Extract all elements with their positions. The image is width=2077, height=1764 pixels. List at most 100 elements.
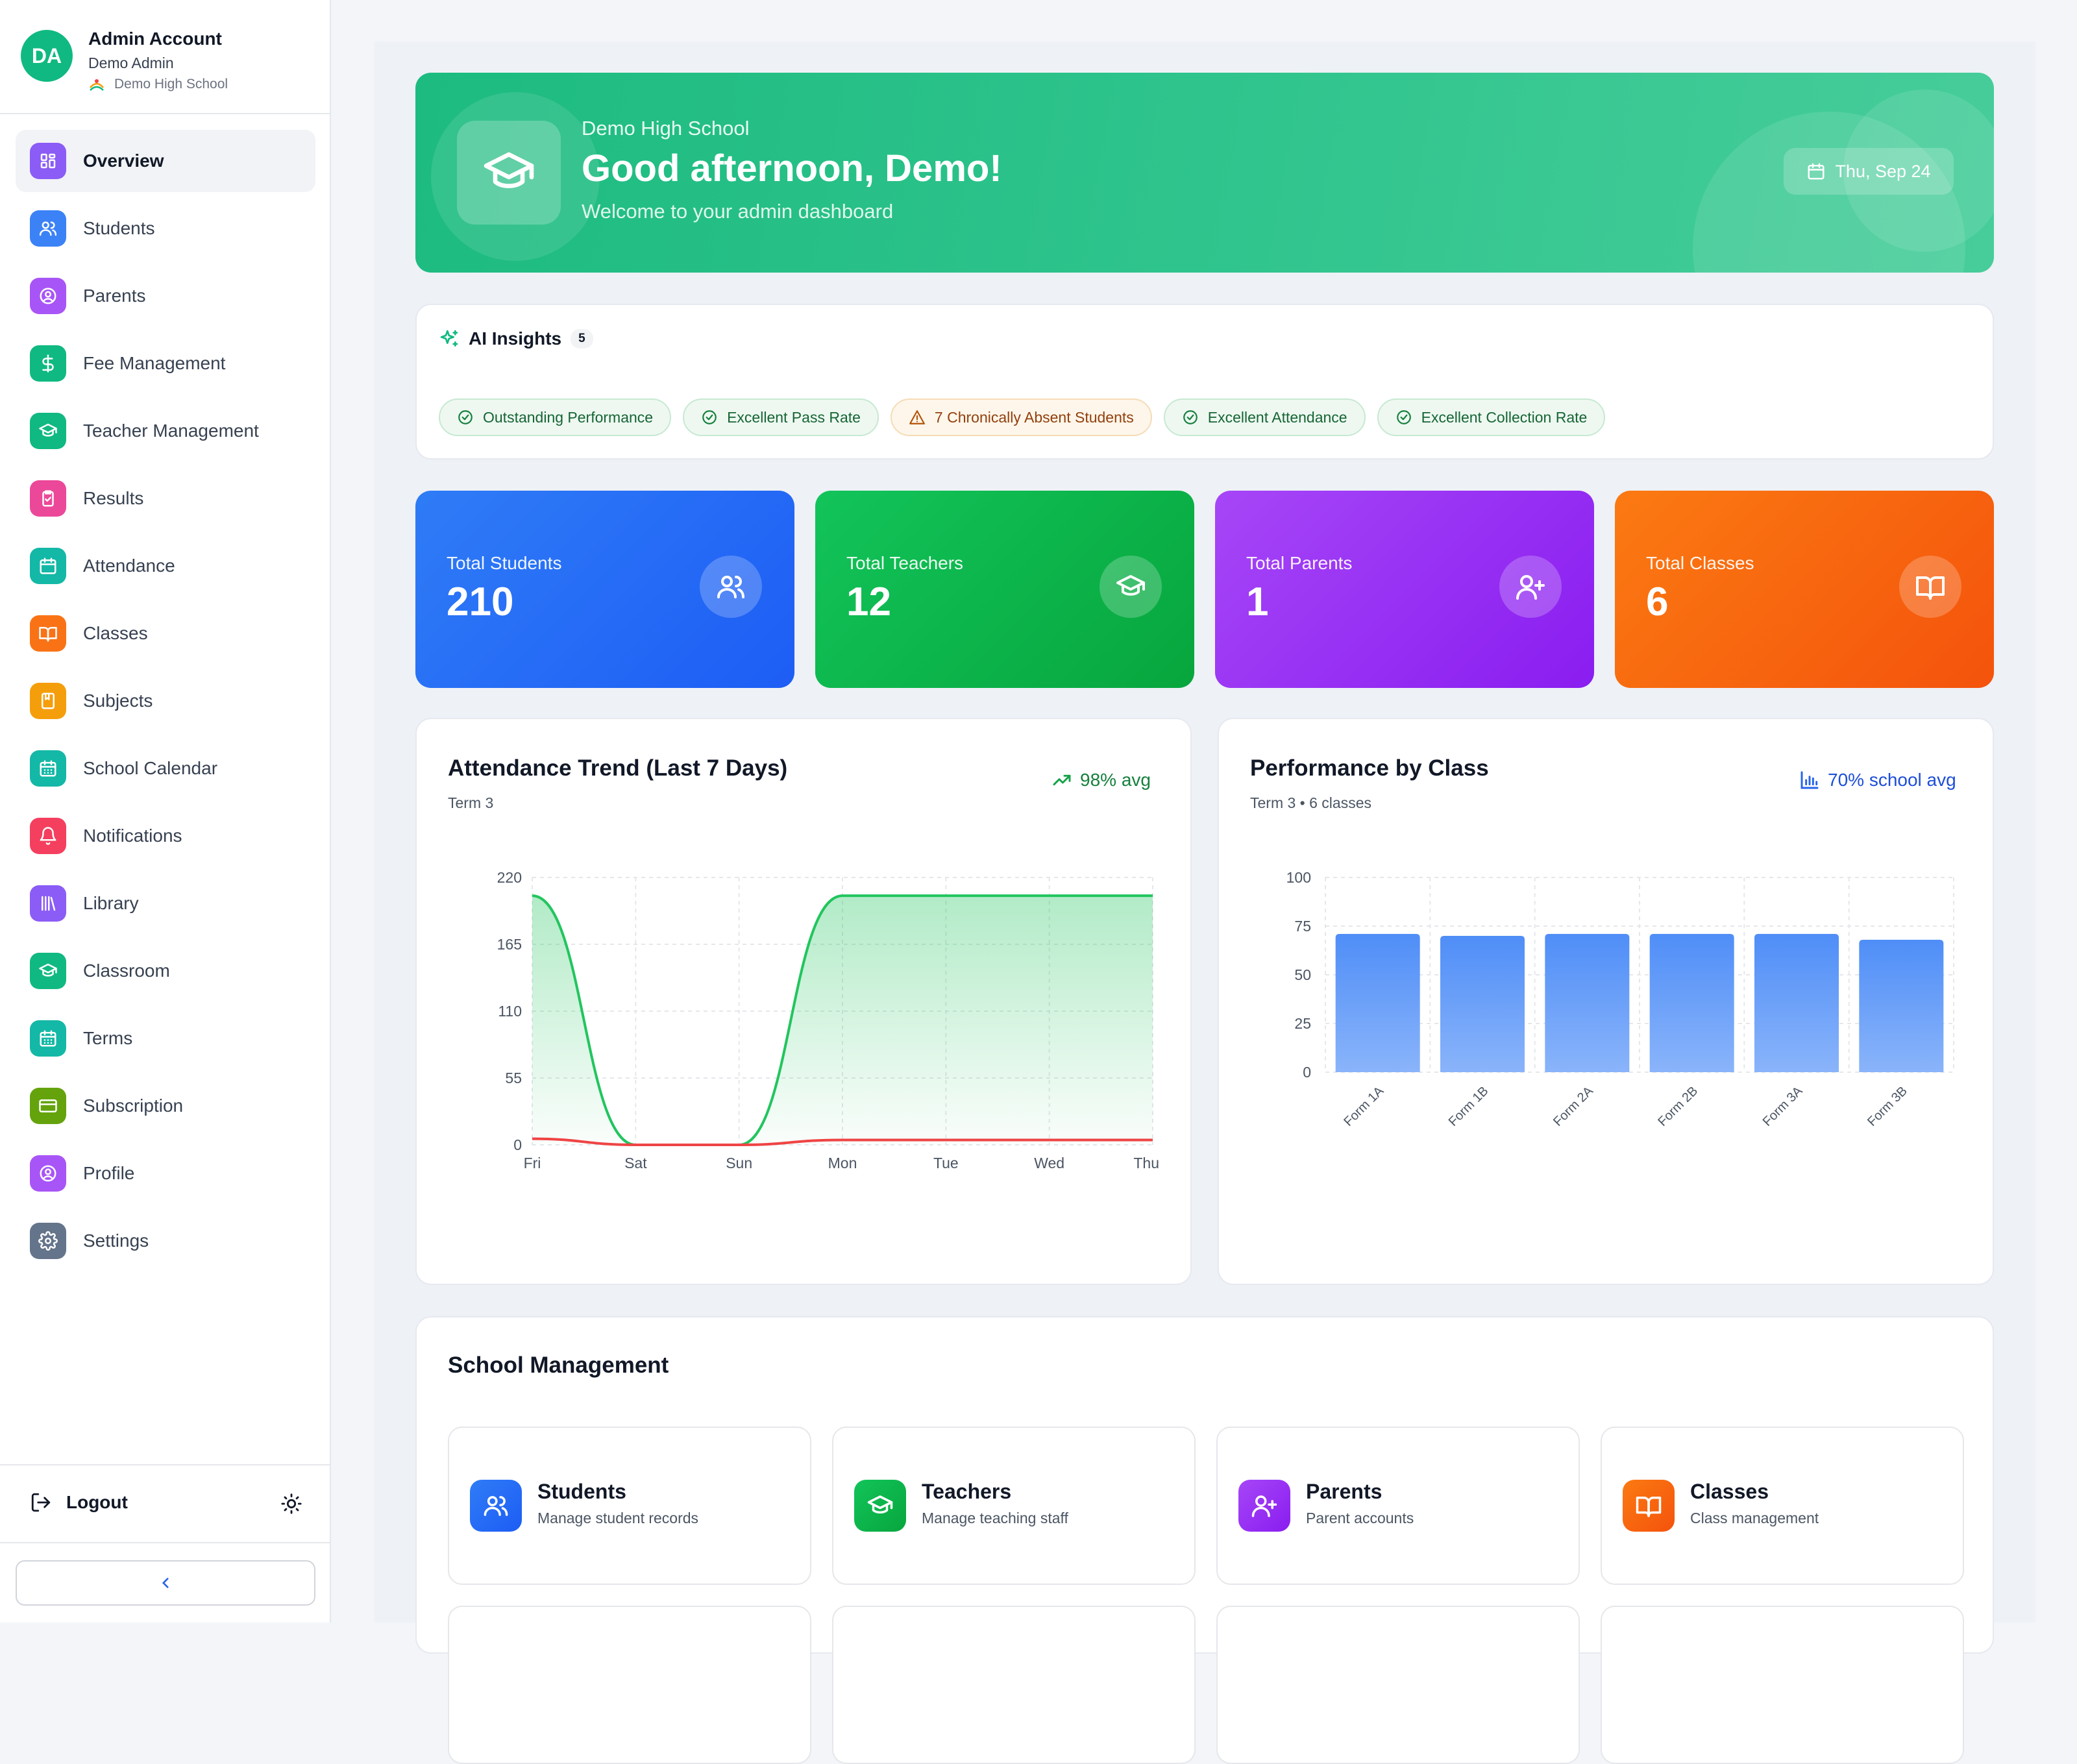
sidebar-item-library[interactable]: Library: [16, 872, 315, 935]
grid-icon: [30, 143, 66, 179]
users-icon: [700, 556, 762, 618]
manage-parents-card[interactable]: Parents Parent accounts: [1216, 1427, 1580, 1585]
check-circle-icon: [457, 409, 474, 426]
calendar-grid-icon: [30, 750, 66, 787]
attendance-chart-title: Attendance Trend (Last 7 Days): [448, 755, 788, 781]
x-tick-label: Form 2A: [1551, 1084, 1596, 1129]
sidebar-item-label: Students: [83, 218, 155, 238]
attendance-avg-badge: 98% avg: [1051, 770, 1151, 790]
manage-students-card[interactable]: Students Manage student records: [448, 1427, 811, 1585]
manage-card-next-row[interactable]: [1601, 1606, 1964, 1764]
welcome-banner: Demo High School Good afternoon, Demo! W…: [415, 73, 1994, 273]
sidebar-item-label: School Calendar: [83, 758, 218, 778]
y-tick-label: 25: [1294, 1015, 1311, 1032]
manage-teachers-card[interactable]: Teachers Manage teaching staff: [832, 1427, 1196, 1585]
bar-form-2b[interactable]: [1649, 934, 1734, 1072]
graduation-cap-icon: [1100, 556, 1162, 618]
theme-toggle-button[interactable]: [280, 1493, 302, 1515]
insight-chip-label: Excellent Pass Rate: [727, 408, 861, 426]
school-logo-icon: [88, 77, 105, 92]
check-circle-icon: [1182, 409, 1199, 426]
sidebar-item-students[interactable]: Students: [16, 197, 315, 260]
manage-card-description: Manage student records: [537, 1510, 699, 1526]
manage-card-next-row[interactable]: [832, 1606, 1196, 1764]
date-chip[interactable]: Thu, Sep 24: [1784, 148, 1954, 195]
insight-chip[interactable]: Excellent Collection Rate: [1377, 398, 1606, 436]
sidebar-item-attendance[interactable]: Attendance: [16, 535, 315, 597]
book-icon: [1899, 556, 1961, 618]
ai-insights-panel: AI Insights 5 Outstanding Performance Exc…: [415, 304, 1994, 459]
users-icon: [30, 210, 66, 247]
sidebar-item-label: Library: [83, 893, 139, 913]
x-tick-label: Form 1A: [1341, 1084, 1386, 1129]
manage-classes-card[interactable]: Classes Class management: [1601, 1427, 1964, 1585]
sidebar-item-teacher-management[interactable]: Teacher Management: [16, 400, 315, 462]
user-plus-icon: [1238, 1480, 1290, 1532]
collapse-sidebar-button[interactable]: [16, 1560, 315, 1606]
insight-chip[interactable]: Excellent Attendance: [1163, 398, 1366, 436]
manage-card-description: Class management: [1690, 1510, 1819, 1526]
sidebar-item-label: Overview: [83, 151, 164, 171]
stat-card-total-teachers[interactable]: Total Teachers 12: [815, 491, 1194, 688]
bar-form-2a[interactable]: [1545, 934, 1630, 1072]
decorative-circle: [1843, 90, 1994, 252]
insight-chip[interactable]: Excellent Pass Rate: [683, 398, 879, 436]
ai-insights-header: AI Insights 5: [439, 328, 593, 349]
sidebar-item-label: Subjects: [83, 691, 153, 711]
calendar-grid-icon: [30, 1020, 66, 1057]
performance-chart-title: Performance by Class: [1250, 755, 1489, 781]
sidebar-item-profile[interactable]: Profile: [16, 1142, 315, 1205]
bar-form-3b[interactable]: [1859, 940, 1944, 1072]
sidebar-divider: [0, 1464, 331, 1465]
stat-card-total-students[interactable]: Total Students 210: [415, 491, 794, 688]
sidebar-item-settings[interactable]: Settings: [16, 1210, 315, 1272]
manage-card-title: Classes: [1690, 1480, 1769, 1503]
performance-by-class-card: Performance by Class Term 3 • 6 classes …: [1218, 718, 1994, 1285]
sidebar-item-notifications[interactable]: Notifications: [16, 805, 315, 867]
logout-icon: [30, 1491, 52, 1513]
x-tick-label: Form 3B: [1865, 1084, 1910, 1129]
bar-form-1a[interactable]: [1335, 934, 1420, 1072]
insight-chip[interactable]: Outstanding Performance: [439, 398, 672, 436]
avatar[interactable]: DA: [21, 30, 73, 82]
sidebar-item-label: Results: [83, 488, 144, 508]
graduation-cap-icon: [482, 145, 536, 200]
account-school: Demo High School: [88, 77, 228, 92]
x-tick-label: Form 3A: [1760, 1084, 1806, 1129]
sidebar-item-fee-management[interactable]: Fee Management: [16, 332, 315, 395]
graduation-cap-icon: [30, 953, 66, 989]
manage-card-next-row[interactable]: [448, 1606, 811, 1764]
logout-label: Logout: [66, 1492, 128, 1512]
manage-card-title: Teachers: [922, 1480, 1012, 1503]
stat-card-total-parents[interactable]: Total Parents 1: [1215, 491, 1594, 688]
x-tick-label: Wed: [1034, 1155, 1064, 1171]
sidebar-item-label: Teacher Management: [83, 421, 259, 441]
sidebar-item-overview[interactable]: Overview: [16, 130, 315, 192]
insight-chip-label: 7 Chronically Absent Students: [934, 408, 1134, 426]
insight-chip[interactable]: 7 Chronically Absent Students: [890, 398, 1152, 436]
manage-card-next-row[interactable]: [1216, 1606, 1580, 1764]
stat-card-total-classes[interactable]: Total Classes 6: [1615, 491, 1994, 688]
sidebar-item-subjects[interactable]: Subjects: [16, 670, 315, 732]
logout-button[interactable]: Logout: [30, 1491, 128, 1513]
sidebar-item-terms[interactable]: Terms: [16, 1007, 315, 1070]
sidebar-item-classroom[interactable]: Classroom: [16, 940, 315, 1002]
sidebar-item-label: Subscription: [83, 1096, 184, 1116]
graduation-cap-icon: [30, 413, 66, 449]
account-school-label: Demo High School: [114, 77, 228, 92]
sparkles-icon: [439, 328, 460, 349]
bar-chart-icon: [1799, 770, 1820, 790]
greeting-title: Good afternoon, Demo!: [582, 147, 1002, 190]
x-tick-label: Sat: [624, 1155, 647, 1171]
sidebar-divider: [0, 1542, 331, 1543]
bar-form-3a[interactable]: [1754, 934, 1839, 1072]
y-tick-label: 110: [498, 1003, 522, 1020]
sidebar-item-classes[interactable]: Classes: [16, 602, 315, 665]
sidebar-item-school-calendar[interactable]: School Calendar: [16, 737, 315, 800]
hero-icon-box: [457, 121, 561, 225]
sidebar-item-parents[interactable]: Parents: [16, 265, 315, 327]
sidebar-item-results[interactable]: Results: [16, 467, 315, 530]
bar-form-1b[interactable]: [1440, 936, 1525, 1072]
sidebar-item-subscription[interactable]: Subscription: [16, 1075, 315, 1137]
y-tick-label: 220: [497, 869, 522, 886]
